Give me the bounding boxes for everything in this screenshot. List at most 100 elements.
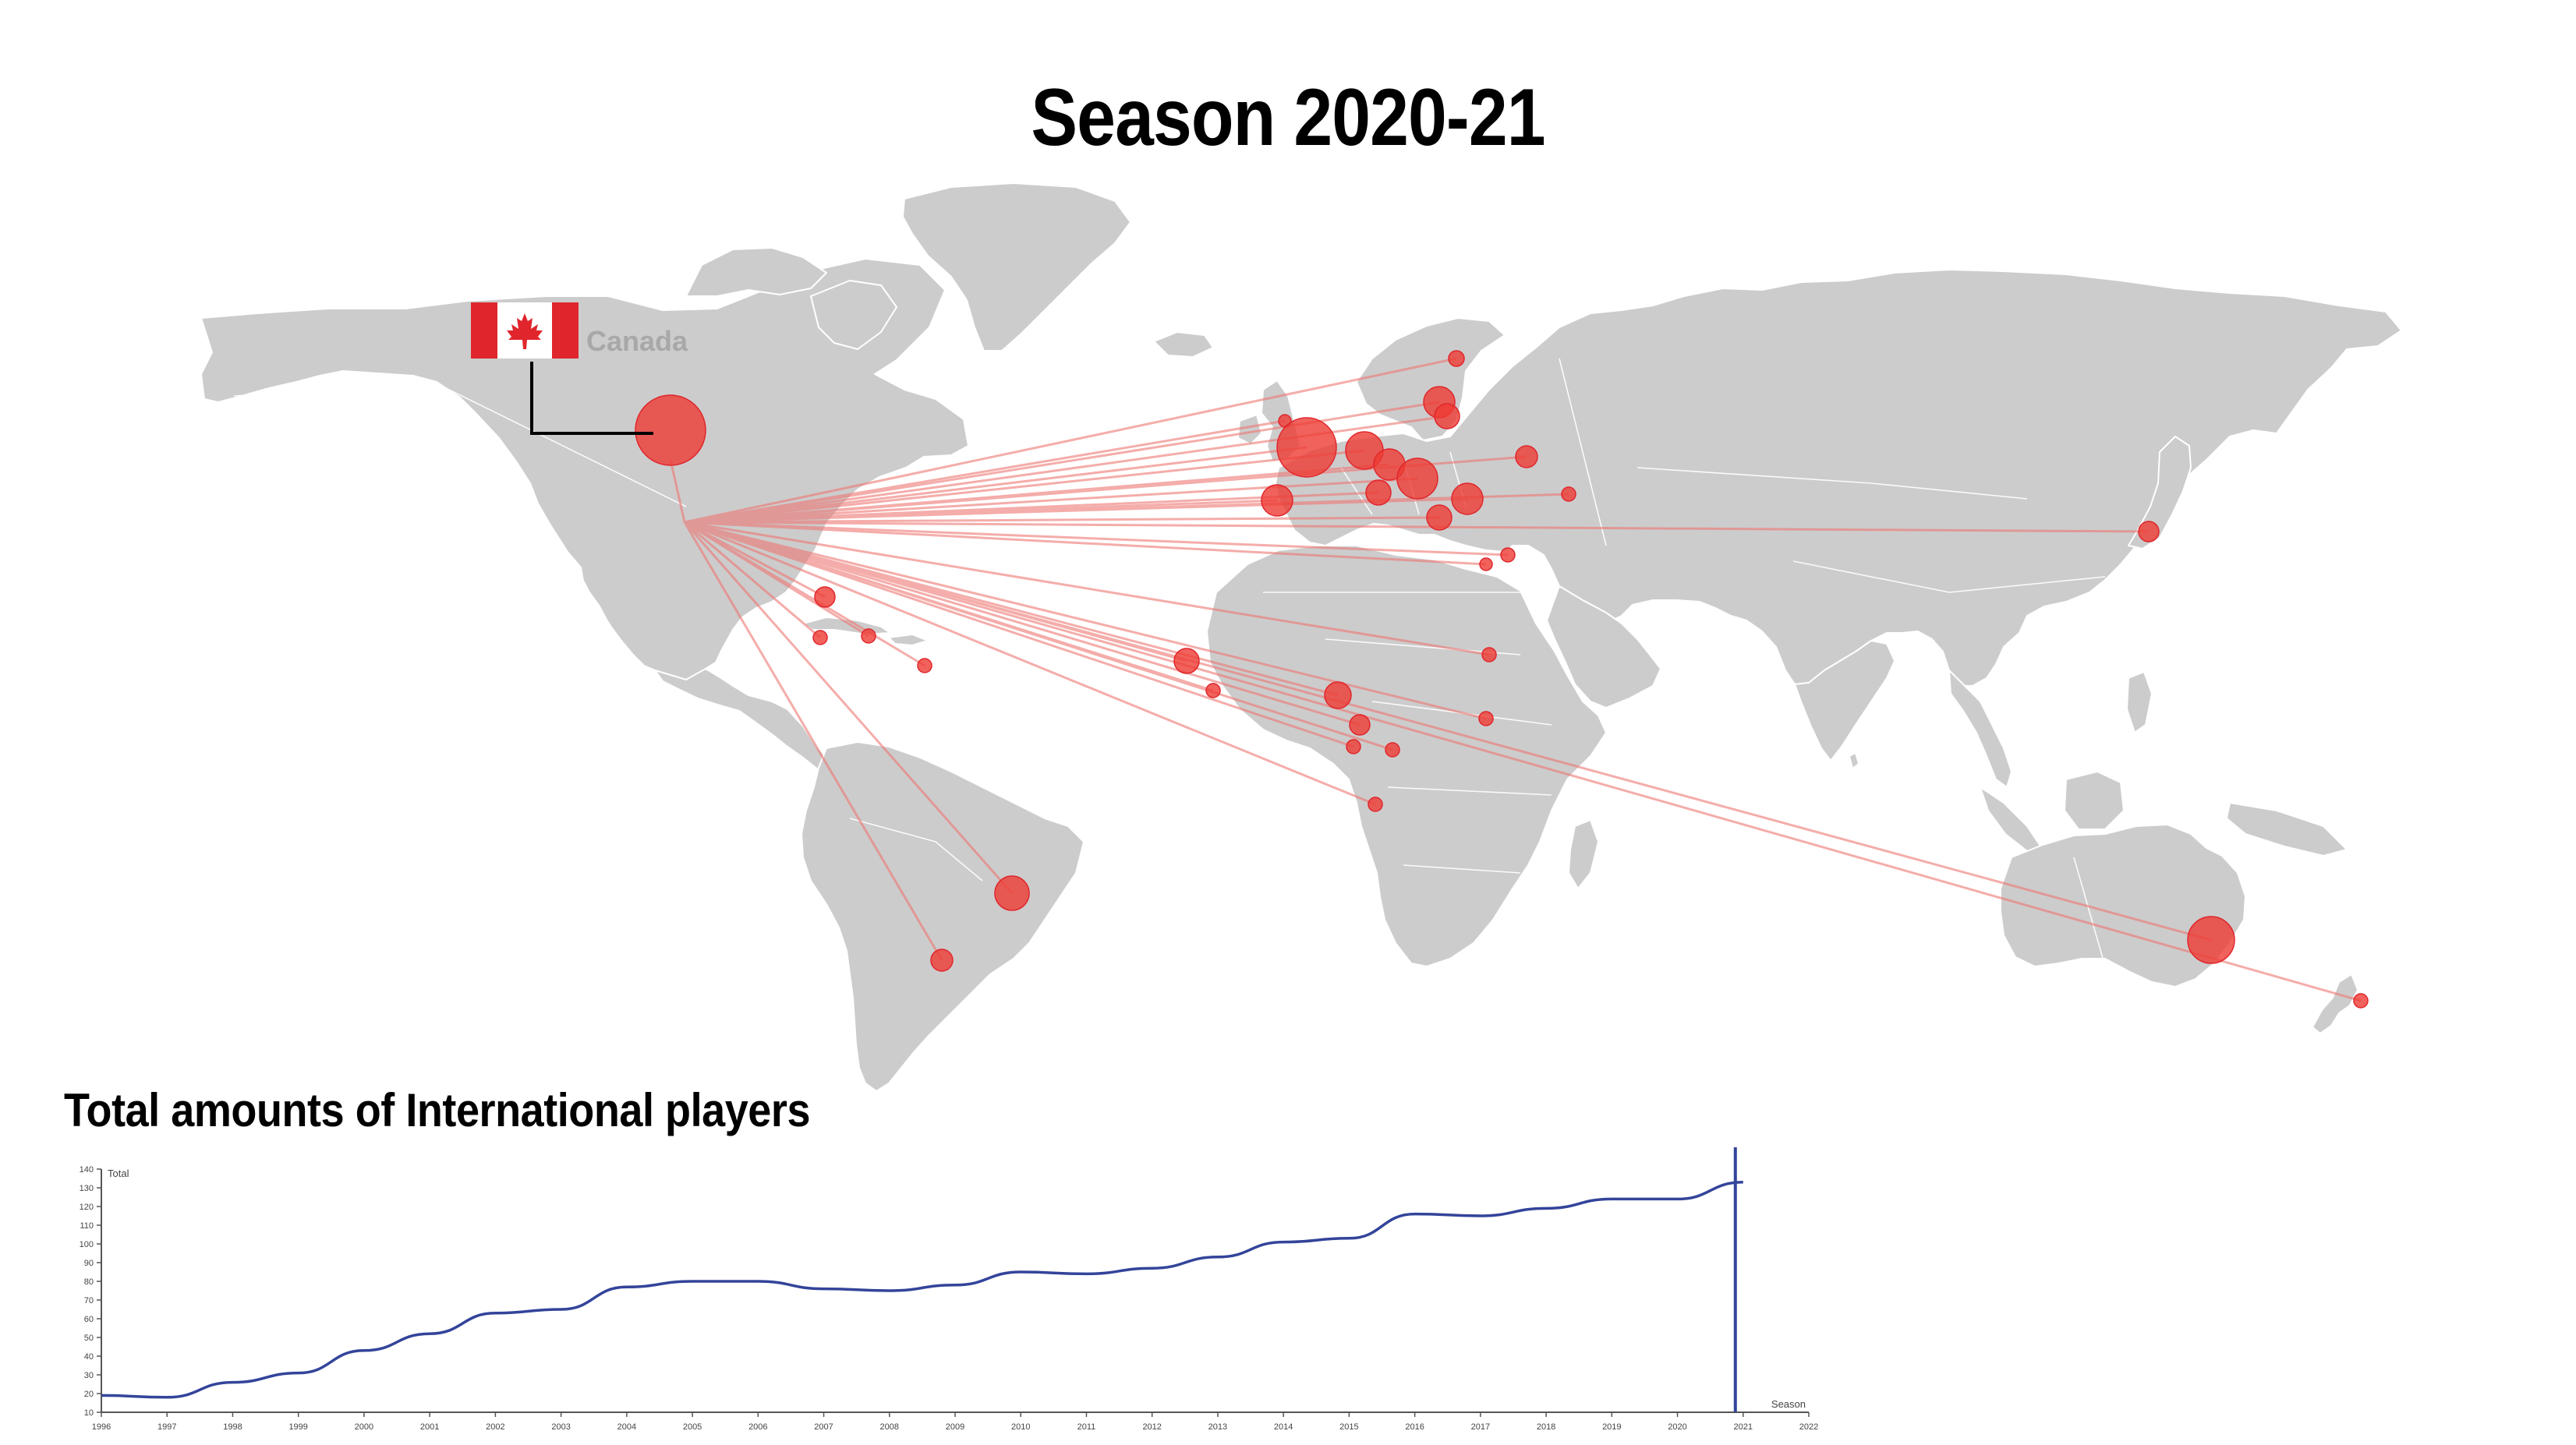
- landmass-new-guinea: [2226, 802, 2348, 857]
- connection-link: [684, 521, 925, 667]
- destination-bubble[interactable]: [1368, 797, 1383, 812]
- connection-link: [684, 521, 1361, 726]
- landmass-africa: [1206, 545, 1607, 967]
- destination-bubble[interactable]: [1346, 739, 1361, 754]
- x-tick-label: 2021: [1734, 1422, 1753, 1432]
- page-title: Season 2020-21: [1031, 72, 1545, 163]
- x-tick-label: 2012: [1142, 1422, 1161, 1432]
- x-tick-label: 2006: [748, 1422, 767, 1432]
- destination-bubble[interactable]: [994, 875, 1030, 911]
- destination-bubble[interactable]: [1434, 403, 1460, 429]
- destination-bubble[interactable]: [861, 628, 876, 644]
- destination-bubble[interactable]: [1324, 681, 1352, 709]
- x-tick-label: 2005: [683, 1422, 702, 1432]
- destination-bubble[interactable]: [1261, 484, 1293, 517]
- destination-bubble[interactable]: [2353, 993, 2369, 1009]
- origin-leader-line: [530, 362, 653, 435]
- x-tick-label: 2004: [617, 1422, 636, 1432]
- connection-link: [684, 521, 1487, 720]
- destination-bubble[interactable]: [1205, 683, 1221, 698]
- landmass-iceland: [1153, 331, 1214, 358]
- destination-bubble[interactable]: [1349, 714, 1371, 736]
- x-tick-label: 2019: [1602, 1422, 1621, 1432]
- y-tick-label: 100: [80, 1240, 94, 1249]
- destination-bubble[interactable]: [1426, 504, 1453, 531]
- y-tick-label: 20: [84, 1390, 94, 1399]
- landmass-philippines: [2126, 671, 2153, 733]
- x-tick-label: 1998: [223, 1422, 242, 1432]
- connection-link: [684, 521, 1490, 656]
- y-tick-label: 120: [80, 1203, 94, 1212]
- connection-link: [684, 477, 1418, 524]
- connection-link: [684, 521, 2150, 533]
- connection-link: [684, 449, 1365, 524]
- y-tick-label: 110: [80, 1221, 94, 1231]
- landmass-sri-lanka: [1849, 752, 1859, 769]
- canada-flag-icon: [471, 302, 579, 359]
- y-tick-label: 40: [84, 1352, 94, 1362]
- destination-bubble[interactable]: [1515, 445, 1538, 468]
- y-tick-label: 10: [84, 1408, 94, 1418]
- destination-bubble[interactable]: [814, 586, 836, 608]
- destination-bubble[interactable]: [1561, 486, 1576, 502]
- chart-section-title: Total amounts of International players: [64, 1084, 811, 1136]
- x-tick-label: 2003: [551, 1422, 570, 1432]
- destination-bubble[interactable]: [1481, 647, 1497, 662]
- connection-link: [684, 521, 1354, 748]
- y-tick-label: 140: [80, 1165, 94, 1175]
- x-tick-label: 2018: [1537, 1422, 1555, 1432]
- chart-ticks: 10 20 30 40 50 60 70 80 90 100 110 120 130 140 1996 199…: [80, 1165, 1819, 1432]
- y-tick-label: 30: [84, 1371, 94, 1380]
- landmass-north-america: [200, 258, 969, 680]
- destination-bubble[interactable]: [812, 630, 828, 645]
- destination-bubble[interactable]: [1478, 711, 1494, 726]
- destination-bubble[interactable]: [1448, 350, 1465, 367]
- connection-link: [684, 446, 1307, 524]
- destination-bubble[interactable]: [1173, 648, 1200, 674]
- x-tick-label: 2014: [1274, 1422, 1293, 1432]
- origin-bubble-canada[interactable]: [635, 394, 706, 466]
- y-tick-label: 50: [84, 1334, 94, 1343]
- connection-link: [683, 521, 943, 961]
- connection-link: [684, 516, 1440, 524]
- y-tick-label: 90: [84, 1259, 94, 1268]
- series-line-total: [101, 1181, 1743, 1399]
- x-tick-label: 2008: [880, 1422, 899, 1432]
- connection-link: [684, 521, 1509, 556]
- destination-bubble[interactable]: [1365, 479, 1392, 506]
- landmass-japan: [2128, 436, 2192, 549]
- destination-bubble[interactable]: [2138, 521, 2160, 542]
- connection-link: [684, 419, 1286, 524]
- landmass-new-zealand: [2312, 973, 2358, 1034]
- connection-link: [684, 521, 2362, 1002]
- destination-bubble[interactable]: [930, 949, 954, 972]
- connection-links: [669, 357, 2362, 1002]
- chart-axes: [101, 1169, 1809, 1413]
- connection-link: [669, 459, 686, 523]
- landmass-arctic-islands: [685, 247, 827, 297]
- destination-bubble[interactable]: [1479, 557, 1493, 571]
- x-tick-label: 2001: [420, 1422, 439, 1432]
- x-tick-label: 1997: [157, 1422, 176, 1432]
- y-axis-label: Total: [108, 1168, 129, 1179]
- destination-bubble[interactable]: [1500, 547, 1516, 563]
- landmass-baffin: [810, 280, 897, 350]
- x-tick-label: 1996: [92, 1422, 111, 1432]
- x-tick-label: 2007: [814, 1422, 833, 1432]
- destination-bubble[interactable]: [1396, 458, 1438, 500]
- destination-bubble[interactable]: [1385, 742, 1400, 758]
- destination-bubble[interactable]: [917, 658, 932, 673]
- connection-link: [684, 521, 1487, 566]
- x-axis-label: Season: [1771, 1398, 1806, 1410]
- landmass-madagascar: [1568, 819, 1599, 889]
- x-tick-label: 2009: [946, 1422, 964, 1432]
- connection-link: [684, 357, 1457, 524]
- destination-bubble[interactable]: [1451, 482, 1484, 515]
- landmass-india: [1794, 640, 1895, 761]
- x-tick-label: 2002: [486, 1422, 504, 1432]
- landmass-hispaniola: [888, 634, 929, 646]
- destination-bubble[interactable]: [1276, 417, 1337, 478]
- destination-bubble[interactable]: [2187, 916, 2235, 964]
- x-tick-label: 2016: [1405, 1422, 1424, 1432]
